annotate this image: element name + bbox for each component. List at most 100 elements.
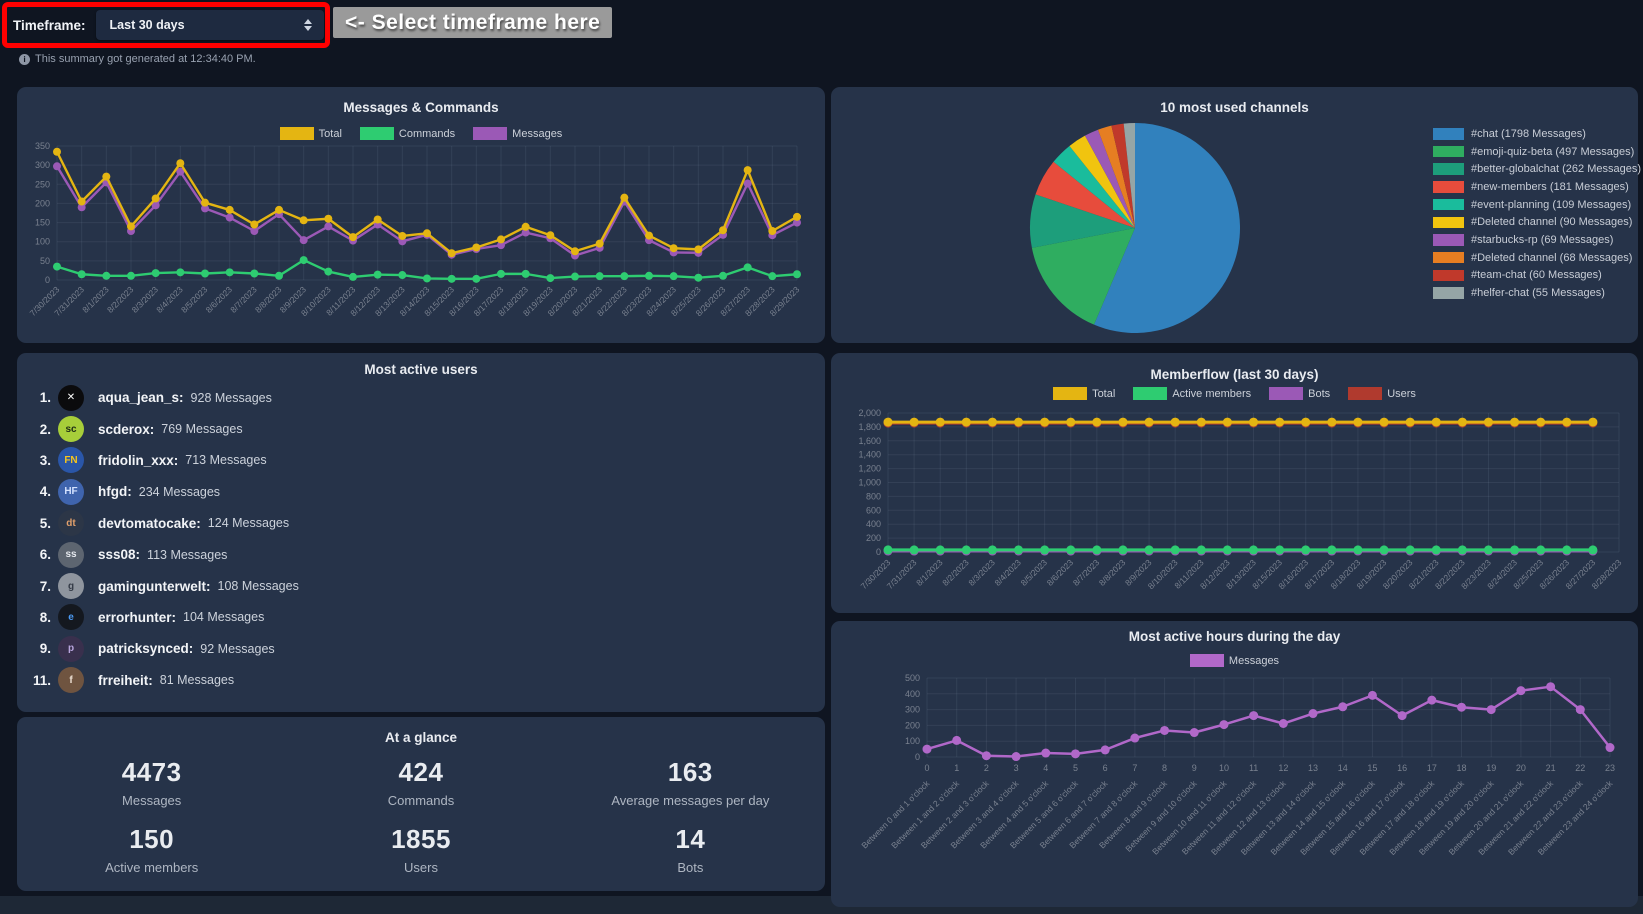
pie-legend: #chat (1798 Messages) #emoji-quiz-beta (4… xyxy=(1433,125,1641,302)
svg-text:200: 200 xyxy=(35,198,50,208)
most-active-hours-panel: Most active hours during the day Message… xyxy=(831,621,1638,907)
svg-text:8: 8 xyxy=(1162,763,1167,773)
user-message-count: 113 Messages xyxy=(147,547,228,562)
legend-swatch xyxy=(1433,269,1464,282)
legend-swatch xyxy=(1433,234,1464,246)
pie-legend-item: #team-chat (60 Messages) xyxy=(1433,267,1641,285)
legend-swatch xyxy=(1433,145,1464,158)
pie-legend-item: #emoji-quiz-beta (497 Messages) xyxy=(1433,143,1641,161)
legend-swatch xyxy=(1189,654,1224,667)
pie-legend-item: #helfer-chat (55 Messages) xyxy=(1433,284,1641,302)
timeframe-select[interactable]: Last 30 days xyxy=(95,10,324,40)
glance-stat: 163 Average messages per day xyxy=(556,757,825,808)
pie-legend-item: #Deleted channel (90 Messages) xyxy=(1433,213,1641,231)
stat-label: Bots xyxy=(677,860,704,875)
user-message-count: 108 Messages xyxy=(217,579,299,594)
svg-text:8/4/2023: 8/4/2023 xyxy=(992,557,1023,588)
legend-item: Total xyxy=(1053,387,1115,400)
most-active-hours-legend: Messages xyxy=(831,654,1638,667)
legend-swatch xyxy=(1433,287,1464,299)
svg-text:14: 14 xyxy=(1338,763,1348,773)
user-row: 2. sc scderox 769 Messages xyxy=(17,413,825,444)
user-name: gamingunterwelt xyxy=(98,579,211,594)
user-row: 8. e errorhunter 104 Messages xyxy=(17,602,825,633)
svg-text:100: 100 xyxy=(905,736,920,746)
svg-text:8/2/2023: 8/2/2023 xyxy=(940,557,971,588)
legend-label: Messages xyxy=(1228,654,1280,667)
svg-text:8/1/2023: 8/1/2023 xyxy=(914,557,945,588)
stat-value: 1855 xyxy=(391,824,451,854)
legend-label: #Deleted channel (68 Messages) xyxy=(1471,251,1633,264)
user-rank: 3. xyxy=(39,452,51,468)
legend-swatch xyxy=(1348,387,1383,400)
svg-text:18: 18 xyxy=(1457,763,1467,773)
legend-label: #chat (1798 Messages) xyxy=(1471,127,1586,140)
svg-text:0: 0 xyxy=(915,752,920,762)
legend-swatch xyxy=(473,127,508,140)
legend-label: #new-members (181 Messages) xyxy=(1471,180,1629,193)
svg-text:0: 0 xyxy=(924,763,929,773)
user-rank: 8. xyxy=(39,609,51,625)
svg-text:500: 500 xyxy=(905,673,920,683)
timeframe-hint: <- Select timeframe here xyxy=(333,7,613,38)
svg-text:200: 200 xyxy=(905,720,920,730)
svg-text:9: 9 xyxy=(1192,763,1197,773)
avatar: ss xyxy=(58,541,84,568)
user-name: frreiheit xyxy=(98,673,153,688)
svg-text:8/3/2023: 8/3/2023 xyxy=(966,557,997,588)
svg-text:8/7/2023: 8/7/2023 xyxy=(1071,557,1102,588)
legend-label: #Deleted channel (90 Messages) xyxy=(1471,216,1633,229)
svg-text:1,800: 1,800 xyxy=(858,422,881,432)
svg-text:19: 19 xyxy=(1486,763,1496,773)
legend-item: Commands xyxy=(359,127,456,140)
user-message-count: 928 Messages xyxy=(190,390,272,405)
user-message-count: 104 Messages xyxy=(183,610,265,625)
stat-label: Messages xyxy=(122,793,182,808)
legend-label: #emoji-quiz-beta (497 Messages) xyxy=(1471,145,1635,158)
svg-text:20: 20 xyxy=(1516,763,1526,773)
legend-swatch xyxy=(1133,387,1168,400)
legend-label: Total xyxy=(318,127,342,140)
svg-text:3: 3 xyxy=(1014,763,1019,773)
user-message-count: 713 Messages xyxy=(185,453,267,468)
svg-text:50: 50 xyxy=(40,256,50,266)
svg-text:1,400: 1,400 xyxy=(858,450,881,460)
svg-text:22: 22 xyxy=(1575,763,1585,773)
legend-label: #event-planning (109 Messages) xyxy=(1471,198,1632,211)
user-name: aqua_jean_s xyxy=(98,390,184,405)
legend-swatch xyxy=(1269,387,1304,400)
memberflow-legend: Total Active members Bots Users xyxy=(831,387,1638,400)
svg-text:11: 11 xyxy=(1249,763,1258,773)
memberflow-chart: 0 200 400 600 800 1,000 1,200 1,400 1,600 1,800 2,… xyxy=(858,408,1623,591)
svg-text:400: 400 xyxy=(905,689,920,699)
user-message-count: 81 Messages xyxy=(159,673,235,688)
legend-label: Commands xyxy=(398,127,456,140)
user-message-count: 234 Messages xyxy=(138,484,221,499)
svg-text:200: 200 xyxy=(866,533,881,543)
user-message-count: 92 Messages xyxy=(200,641,275,656)
messages-commands-legend: Total Commands Messages xyxy=(17,127,825,140)
legend-label: #helfer-chat (55 Messages) xyxy=(1471,287,1605,300)
pie-legend-item: #chat (1798 Messages) xyxy=(1433,125,1641,143)
svg-text:13: 13 xyxy=(1308,763,1318,773)
legend-label: Messages xyxy=(512,127,563,140)
most-used-channels-pie xyxy=(1030,123,1240,333)
pie-legend-item: #event-planning (109 Messages) xyxy=(1433,196,1641,214)
most-active-users-title: Most active users xyxy=(364,362,478,377)
avatar: ✕ xyxy=(58,384,84,411)
info-icon xyxy=(19,53,30,65)
legend-swatch xyxy=(1433,181,1464,193)
legend-item: Users xyxy=(1348,387,1416,400)
legend-swatch xyxy=(1433,216,1464,229)
svg-text:150: 150 xyxy=(35,218,50,228)
svg-text:17: 17 xyxy=(1427,763,1437,773)
user-name: sss08 xyxy=(98,547,140,562)
avatar: f xyxy=(58,667,84,694)
svg-text:300: 300 xyxy=(35,160,50,170)
glance-stat: 424 Commands xyxy=(286,757,555,808)
most-active-hours-title: Most active hours during the day xyxy=(1128,629,1341,644)
legend-swatch xyxy=(1433,251,1464,264)
glance-stat: 4473 Messages xyxy=(17,757,286,808)
user-row: 1. ✕ aqua_jean_s 928 Messages xyxy=(17,382,825,413)
user-row: 6. ss sss08 113 Messages xyxy=(17,539,825,570)
